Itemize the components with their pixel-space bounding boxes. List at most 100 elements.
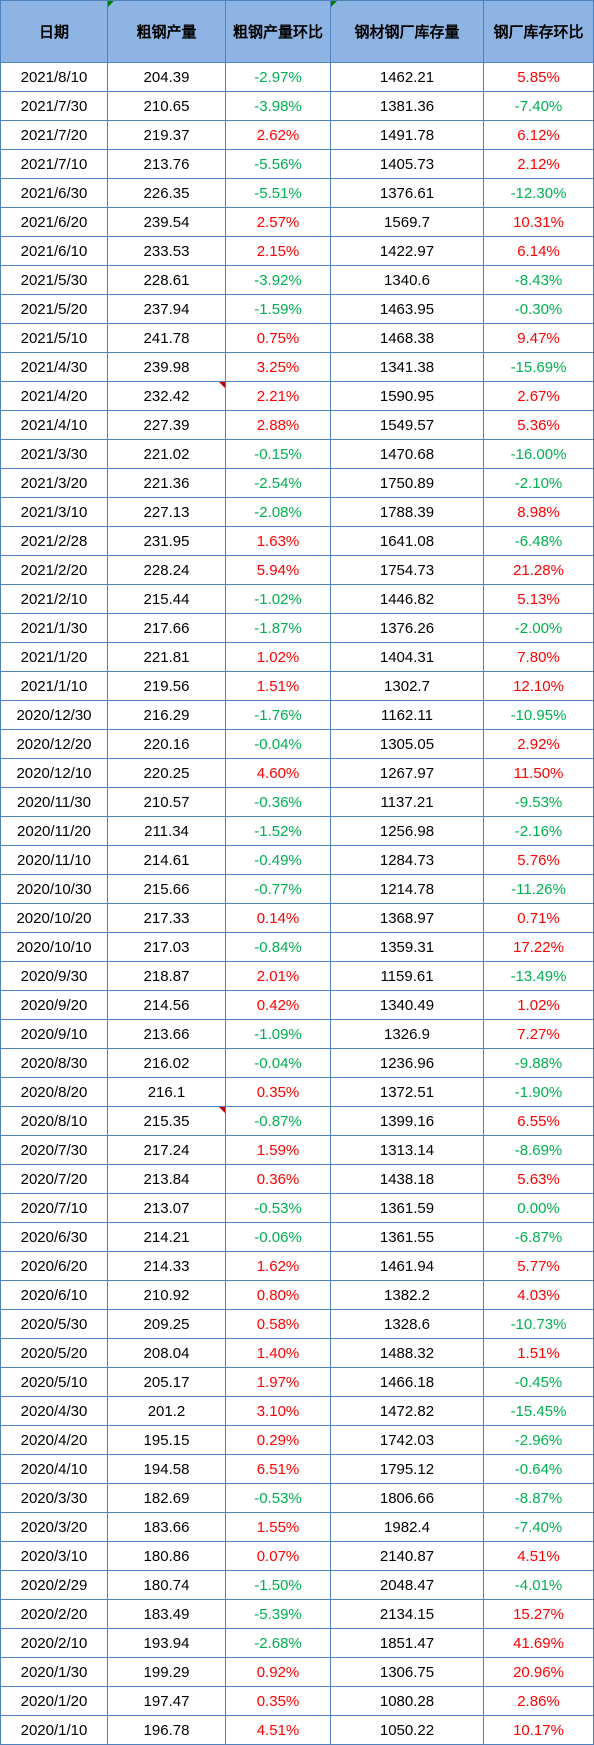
cell-steel-inventory: 1468.38 [331, 324, 484, 353]
cell-crude-steel-output: 221.36 [108, 469, 226, 498]
cell-steel-inventory-mom: -2.00% [484, 614, 594, 643]
cell-steel-inventory-mom: 2.92% [484, 730, 594, 759]
cell-crude-steel-output-mom: 2.57% [226, 208, 331, 237]
cell-steel-inventory-mom: 7.27% [484, 1020, 594, 1049]
cell-crude-steel-output-mom: -1.50% [226, 1571, 331, 1600]
cell-steel-inventory: 1754.73 [331, 556, 484, 585]
cell-date: 2021/6/30 [0, 179, 108, 208]
cell-steel-inventory-mom: -6.87% [484, 1223, 594, 1252]
cell-steel-inventory: 2134.15 [331, 1600, 484, 1629]
cell-steel-inventory-mom: -4.01% [484, 1571, 594, 1600]
cell-steel-inventory: 1284.73 [331, 846, 484, 875]
cell-date: 2020/5/10 [0, 1368, 108, 1397]
cell-steel-inventory: 1376.26 [331, 614, 484, 643]
column-header-steel-inventory-mom: 钢厂库存环比 [484, 0, 594, 63]
cell-date: 2020/7/10 [0, 1194, 108, 1223]
cell-steel-inventory: 1463.95 [331, 295, 484, 324]
cell-crude-steel-output-mom: 0.14% [226, 904, 331, 933]
cell-steel-inventory: 1422.97 [331, 237, 484, 266]
cell-crude-steel-output: 210.92 [108, 1281, 226, 1310]
cell-crude-steel-output-mom: -1.02% [226, 585, 331, 614]
cell-crude-steel-output-mom: -0.06% [226, 1223, 331, 1252]
cell-crude-steel-output: 217.03 [108, 933, 226, 962]
cell-crude-steel-output: 193.94 [108, 1629, 226, 1658]
cell-date: 2020/4/10 [0, 1455, 108, 1484]
cell-steel-inventory-mom: -15.45% [484, 1397, 594, 1426]
cell-crude-steel-output-mom: 0.42% [226, 991, 331, 1020]
cell-steel-inventory-mom: 5.76% [484, 846, 594, 875]
cell-crude-steel-output-mom: -5.39% [226, 1600, 331, 1629]
cell-crude-steel-output-mom: -1.09% [226, 1020, 331, 1049]
cell-crude-steel-output-mom: -0.36% [226, 788, 331, 817]
cell-crude-steel-output: 217.66 [108, 614, 226, 643]
cell-date: 2020/4/30 [0, 1397, 108, 1426]
cell-crude-steel-output-mom: 2.21% [226, 382, 331, 411]
cell-crude-steel-output-mom: 1.63% [226, 527, 331, 556]
cell-steel-inventory: 1549.57 [331, 411, 484, 440]
cell-crude-steel-output: 231.95 [108, 527, 226, 556]
cell-steel-inventory-mom: -15.69% [484, 353, 594, 382]
cell-crude-steel-output-mom: -5.51% [226, 179, 331, 208]
cell-crude-steel-output: 221.81 [108, 643, 226, 672]
cell-crude-steel-output: 221.02 [108, 440, 226, 469]
cell-crude-steel-output: 237.94 [108, 295, 226, 324]
cell-date: 2021/6/10 [0, 237, 108, 266]
cell-steel-inventory-mom: -2.96% [484, 1426, 594, 1455]
cell-date: 2021/4/30 [0, 353, 108, 382]
cell-crude-steel-output: 208.04 [108, 1339, 226, 1368]
cell-steel-inventory-mom: -16.00% [484, 440, 594, 469]
cell-date: 2020/10/20 [0, 904, 108, 933]
error-indicator-icon [108, 1, 114, 7]
cell-date: 2021/6/20 [0, 208, 108, 237]
cell-steel-inventory-mom: -1.90% [484, 1078, 594, 1107]
cell-crude-steel-output-mom: -0.84% [226, 933, 331, 962]
cell-steel-inventory-mom: 5.85% [484, 63, 594, 92]
cell-crude-steel-output-mom: -1.52% [226, 817, 331, 846]
cell-crude-steel-output: 228.61 [108, 266, 226, 295]
cell-crude-steel-output: 226.35 [108, 179, 226, 208]
cell-date: 2021/5/20 [0, 295, 108, 324]
cell-crude-steel-output-mom: 3.10% [226, 1397, 331, 1426]
cell-date: 2021/5/10 [0, 324, 108, 353]
cell-crude-steel-output: 215.44 [108, 585, 226, 614]
cell-steel-inventory-mom: -11.26% [484, 875, 594, 904]
column-header-crude-steel-output-mom: 粗钢产量环比 [226, 0, 331, 63]
cell-steel-inventory: 1313.14 [331, 1136, 484, 1165]
cell-crude-steel-output: 204.39 [108, 63, 226, 92]
cell-crude-steel-output-mom: -0.04% [226, 1049, 331, 1078]
cell-crude-steel-output: 220.25 [108, 759, 226, 788]
cell-crude-steel-output-mom: 2.88% [226, 411, 331, 440]
cell-steel-inventory-mom: 2.86% [484, 1687, 594, 1716]
cell-crude-steel-output: 180.74 [108, 1571, 226, 1600]
cell-steel-inventory-mom: 0.00% [484, 1194, 594, 1223]
cell-steel-inventory-mom: -10.73% [484, 1310, 594, 1339]
cell-steel-inventory-mom: 0.71% [484, 904, 594, 933]
cell-steel-inventory: 1381.36 [331, 92, 484, 121]
cell-crude-steel-output-mom: 1.55% [226, 1513, 331, 1542]
cell-date: 2020/6/30 [0, 1223, 108, 1252]
cell-date: 2020/9/30 [0, 962, 108, 991]
cell-date: 2021/5/30 [0, 266, 108, 295]
cell-steel-inventory: 1404.31 [331, 643, 484, 672]
cell-steel-inventory: 1159.61 [331, 962, 484, 991]
cell-crude-steel-output: 239.98 [108, 353, 226, 382]
cell-date: 2020/8/10 [0, 1107, 108, 1136]
cell-steel-inventory-mom: 10.17% [484, 1716, 594, 1745]
cell-date: 2020/9/20 [0, 991, 108, 1020]
cell-crude-steel-output-mom: 0.92% [226, 1658, 331, 1687]
cell-crude-steel-output: 241.78 [108, 324, 226, 353]
cell-crude-steel-output-mom: -0.87% [226, 1107, 331, 1136]
cell-date: 2020/11/30 [0, 788, 108, 817]
cell-date: 2020/12/20 [0, 730, 108, 759]
cell-steel-inventory-mom: 7.80% [484, 643, 594, 672]
cell-crude-steel-output-mom: -1.87% [226, 614, 331, 643]
cell-steel-inventory-mom: -9.53% [484, 788, 594, 817]
cell-steel-inventory-mom: -8.43% [484, 266, 594, 295]
cell-steel-inventory: 1405.73 [331, 150, 484, 179]
cell-date: 2020/12/10 [0, 759, 108, 788]
cell-crude-steel-output-mom: 6.51% [226, 1455, 331, 1484]
cell-date: 2021/4/20 [0, 382, 108, 411]
cell-date: 2020/12/30 [0, 701, 108, 730]
cell-steel-inventory-mom: 9.47% [484, 324, 594, 353]
